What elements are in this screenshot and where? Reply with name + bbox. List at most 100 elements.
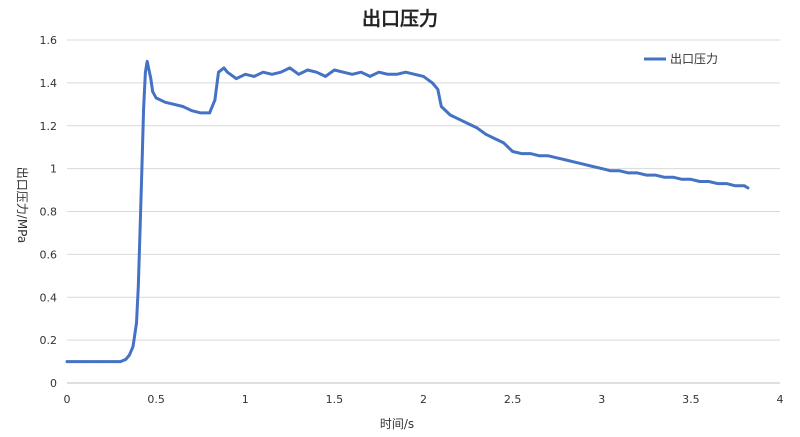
data-point xyxy=(142,107,145,110)
data-point xyxy=(199,111,202,115)
data-point xyxy=(138,227,142,230)
data-point xyxy=(573,160,577,164)
data-point xyxy=(627,171,630,175)
data-point xyxy=(181,105,185,108)
data-point xyxy=(222,66,226,70)
data-point xyxy=(698,180,702,183)
data-point xyxy=(448,113,452,117)
data-point xyxy=(333,68,336,72)
x-tick-label: 3 xyxy=(598,393,605,406)
data-point xyxy=(404,70,407,74)
data-point xyxy=(270,73,274,76)
data-point xyxy=(324,75,327,78)
data-point xyxy=(341,70,345,74)
data-point xyxy=(689,178,693,181)
data-point xyxy=(288,66,292,70)
data-point xyxy=(124,358,128,361)
chart-title: 出口压力 xyxy=(362,7,438,30)
x-tick-label: 3.5 xyxy=(682,393,700,406)
data-point xyxy=(386,73,390,76)
y-tick-label: 1.6 xyxy=(40,34,58,47)
data-point xyxy=(436,88,440,91)
data-point xyxy=(243,73,247,76)
data-point xyxy=(440,105,443,108)
data-point xyxy=(671,175,675,179)
x-tick-label: 2 xyxy=(420,393,427,406)
data-point xyxy=(475,126,479,130)
data-point xyxy=(653,173,657,177)
data-point xyxy=(725,182,728,185)
data-point xyxy=(154,96,158,100)
data-point xyxy=(618,169,621,173)
data-point xyxy=(422,75,425,78)
data-point xyxy=(140,167,144,170)
y-tick-label: 0.2 xyxy=(40,334,58,347)
data-point xyxy=(564,158,568,162)
series-group xyxy=(65,59,750,364)
data-point xyxy=(636,171,639,175)
data-point xyxy=(149,77,153,80)
data-point xyxy=(368,75,372,78)
data-point xyxy=(261,70,265,74)
data-point xyxy=(163,100,167,104)
data-point xyxy=(466,122,470,125)
y-tick-label: 0 xyxy=(50,377,57,390)
data-point xyxy=(395,73,399,76)
data-point xyxy=(359,70,363,74)
data-point xyxy=(235,77,238,80)
data-point xyxy=(65,360,69,363)
data-point xyxy=(645,173,648,177)
data-point xyxy=(484,133,488,136)
data-point xyxy=(83,360,87,363)
data-point xyxy=(457,118,461,121)
x-tick-label: 1 xyxy=(242,393,249,406)
y-axis-label: 出口压力/MPa xyxy=(15,167,29,243)
legend-label: 出口压力 xyxy=(670,52,718,66)
y-tick-label: 0.4 xyxy=(40,291,58,304)
data-point xyxy=(493,137,497,140)
data-point xyxy=(135,321,138,325)
series-line xyxy=(65,59,750,364)
data-point xyxy=(377,70,381,74)
data-point xyxy=(151,90,154,93)
data-point xyxy=(226,70,229,74)
data-point xyxy=(591,165,595,168)
x-tick-label: 0.5 xyxy=(147,393,165,406)
data-point xyxy=(208,111,211,115)
data-point xyxy=(172,103,176,106)
x-axis-label: 时间/s xyxy=(380,417,414,431)
data-point xyxy=(716,182,719,185)
x-tick-label: 4 xyxy=(777,393,784,406)
data-point xyxy=(119,360,122,363)
x-tick-label: 2.5 xyxy=(504,393,522,406)
data-point xyxy=(600,167,604,170)
data-point xyxy=(529,152,532,155)
grid-lines xyxy=(67,39,780,341)
data-point xyxy=(609,169,612,173)
data-point xyxy=(413,73,416,76)
data-point xyxy=(538,154,541,158)
data-point xyxy=(147,68,151,72)
y-tick-label: 0.8 xyxy=(40,206,58,219)
y-tick-label: 1.4 xyxy=(40,77,58,90)
data-point xyxy=(746,186,750,190)
data-point xyxy=(743,184,746,188)
data-point xyxy=(734,184,737,188)
data-point xyxy=(662,175,666,179)
y-tick-label: 0.6 xyxy=(40,248,58,261)
data-point xyxy=(217,70,220,74)
data-point xyxy=(431,81,434,85)
data-point xyxy=(707,180,710,183)
data-point xyxy=(546,154,550,158)
y-tick-label: 1.2 xyxy=(40,120,58,133)
y-axis-ticks: 0 0.2 0.4 0.6 0.8 1 1.2 1.4 1.6 xyxy=(40,34,58,390)
x-tick-label: 0 xyxy=(64,393,71,406)
data-point xyxy=(279,70,283,74)
data-point xyxy=(144,70,147,74)
x-tick-label: 1.5 xyxy=(326,393,344,406)
data-point xyxy=(131,345,135,348)
data-point xyxy=(555,156,559,160)
data-point xyxy=(350,73,354,76)
data-point xyxy=(520,152,523,155)
